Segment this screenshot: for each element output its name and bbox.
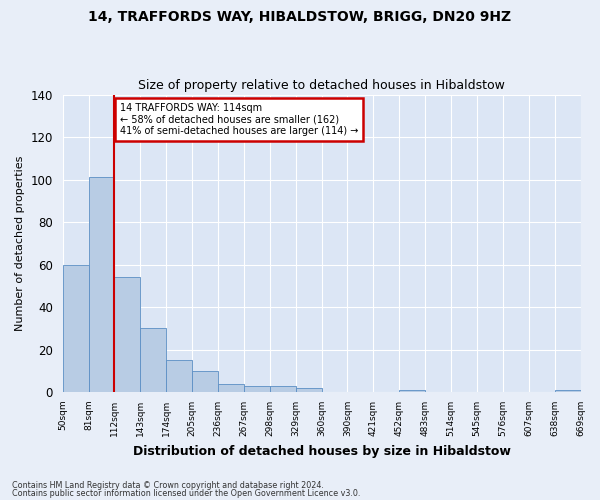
Y-axis label: Number of detached properties: Number of detached properties [15,156,25,331]
Text: 14 TRAFFORDS WAY: 114sqm
← 58% of detached houses are smaller (162)
41% of semi-: 14 TRAFFORDS WAY: 114sqm ← 58% of detach… [119,103,358,136]
Bar [296,388,322,392]
Bar [270,386,296,392]
Bar [62,264,89,392]
Bar [218,384,244,392]
Bar [192,371,218,392]
Bar [244,386,270,392]
Text: Contains public sector information licensed under the Open Government Licence v3: Contains public sector information licen… [12,489,361,498]
Bar [554,390,581,392]
Bar [115,278,140,392]
Text: Contains HM Land Registry data © Crown copyright and database right 2024.: Contains HM Land Registry data © Crown c… [12,480,324,490]
Text: 14, TRAFFORDS WAY, HIBALDSTOW, BRIGG, DN20 9HZ: 14, TRAFFORDS WAY, HIBALDSTOW, BRIGG, DN… [88,10,512,24]
X-axis label: Distribution of detached houses by size in Hibaldstow: Distribution of detached houses by size … [133,444,511,458]
Bar [166,360,192,392]
Bar [140,328,166,392]
Title: Size of property relative to detached houses in Hibaldstow: Size of property relative to detached ho… [138,79,505,92]
Bar [89,178,115,392]
Bar [399,390,425,392]
